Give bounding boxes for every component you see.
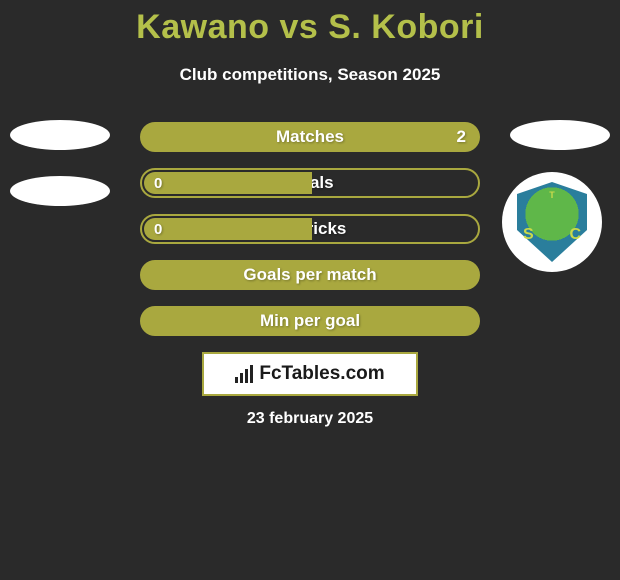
stat-row-min-per-goal: Min per goal: [140, 306, 480, 336]
stat-row-goals-per-match: Goals per match: [140, 260, 480, 290]
stat-row-goals: 0 Goals: [140, 168, 480, 198]
stat-fill: [144, 218, 312, 240]
shield-letter-s: S: [523, 226, 534, 244]
club-logo: T S C: [502, 172, 602, 272]
left-player-avatars: [10, 120, 110, 232]
page-subtitle: Club competitions, Season 2025: [0, 65, 620, 85]
stat-value-right: 2: [457, 127, 466, 147]
page-title: Kawano vs S. Kobori: [0, 0, 620, 47]
stat-label: Matches: [276, 127, 344, 147]
stat-label: Goals per match: [243, 265, 376, 285]
avatar-placeholder: [510, 120, 610, 150]
stat-label: Min per goal: [260, 311, 360, 331]
shield-letter-c: C: [569, 226, 581, 244]
footer-date: 23 february 2025: [0, 410, 620, 428]
stat-value-left: 0: [154, 175, 162, 192]
bars-icon: [235, 365, 253, 383]
stat-row-hattricks: 0 Hattricks: [140, 214, 480, 244]
stats-container: Matches 2 0 Goals 0 Hattricks Goals per …: [140, 122, 480, 352]
stat-row-matches: Matches 2: [140, 122, 480, 152]
stat-value-left: 0: [154, 221, 162, 238]
right-player-avatars: [510, 120, 610, 176]
avatar-placeholder: [10, 120, 110, 150]
watermark-text: FcTables.com: [259, 363, 384, 385]
avatar-placeholder: [10, 176, 110, 206]
watermark-box: FcTables.com: [202, 352, 418, 396]
shield-top-letter: T: [517, 190, 587, 200]
stat-fill: [144, 172, 312, 194]
